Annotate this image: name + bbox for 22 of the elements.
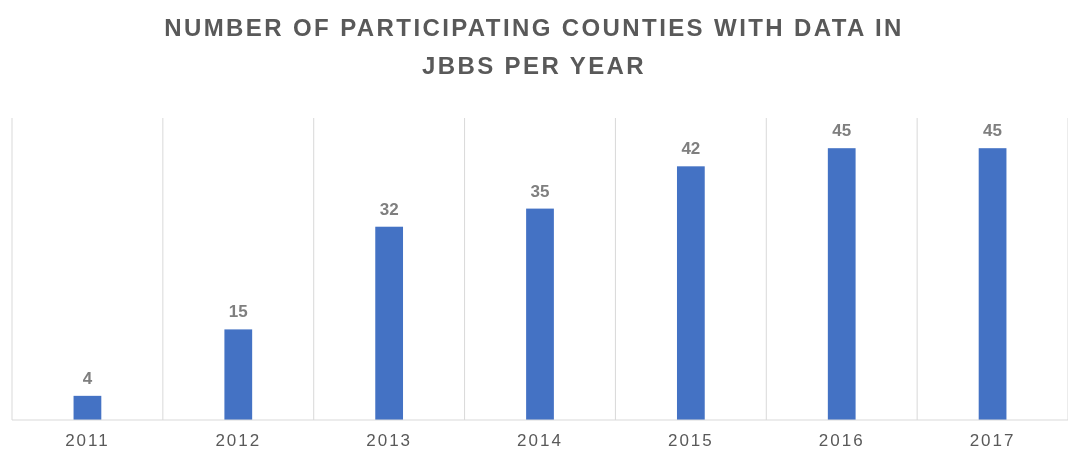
x-tick-label: 2014 [517, 431, 563, 451]
bar [73, 395, 102, 420]
bar [978, 148, 1007, 420]
data-label: 35 [530, 181, 550, 201]
x-tick-label: 2011 [65, 431, 110, 451]
bar [526, 208, 554, 420]
data-label: 45 [983, 121, 1003, 141]
chart-title: NUMBER OF PARTICIPATING COUNTIES WITH DATA IN JBBS PER YEAR [164, 14, 904, 79]
x-tick-label: 2015 [667, 431, 714, 451]
x-tick-label: 2013 [366, 431, 413, 451]
x-tick-label: 2012 [215, 431, 262, 451]
data-label: 4 [82, 368, 93, 388]
data-label: 45 [832, 121, 852, 141]
data-label: 15 [228, 302, 248, 322]
bar [375, 226, 404, 420]
bar [224, 329, 253, 420]
bar [676, 166, 705, 420]
x-tick-label: 2017 [969, 431, 1016, 451]
x-tick-label: 2016 [818, 431, 865, 451]
bar [827, 148, 856, 420]
data-label: 32 [379, 199, 399, 219]
data-label: 42 [681, 139, 701, 159]
